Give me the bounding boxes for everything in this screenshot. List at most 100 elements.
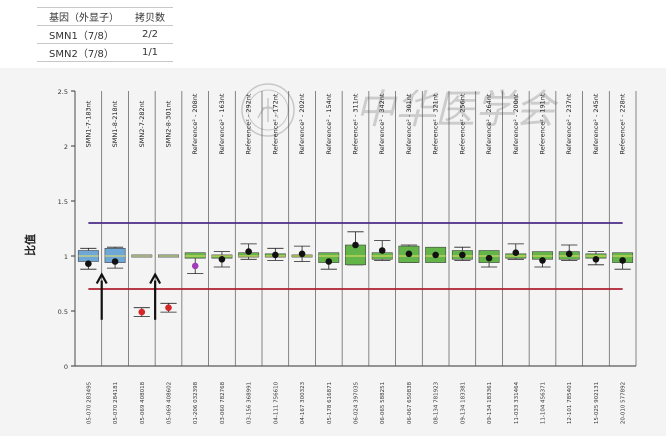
x-tick-label: 12-101 785401 [567,382,573,424]
probe-column: Reference² - 264nt 09-134 183361 [478,93,500,424]
table-row: SMN1（7/8） 2/2 [37,25,173,44]
data-point [592,256,600,263]
annotation-arrows [95,272,162,320]
probe-column: Reference² - 228nt 20-010 577892 [612,93,634,424]
x-tick-label: 08-134 781923 [434,381,440,424]
probe-label: Reference² - 311nt [352,93,360,154]
data-point [512,249,520,256]
probe-column: Reference² - 208nt 01-206 032398 [184,93,206,424]
probe-column: Reference² - 191nt 11-104 456371 [532,93,553,424]
probe-label: Reference² - 321nt [432,93,440,154]
probe-column: Reference² - 237nt 12-101 785401 [558,93,580,424]
y-axis-label: 比值 [23,234,37,256]
x-tick-label: 11-104 456371 [541,382,547,424]
probe-series: SMN1-7-183nt 05-070 283495 SMN1-8-218nt 05-… [77,93,634,424]
probe-label: Reference² - 208nt [191,93,199,154]
y-tick-label: 0 [64,363,68,371]
seal-inner-ring [247,89,289,131]
y-tick-label: 2 [64,143,68,151]
probe-label: Reference² - 228nt [619,93,627,154]
x-tick-label: 01-206 032398 [193,381,199,424]
data-point [165,304,172,311]
table-cell-gene: SMN1（7/8） [37,25,127,44]
x-tick-label: 06-065 588251 [380,382,386,424]
table-cell-gene: SMN2（7/8） [37,43,127,62]
probe-label: Reference² - 191nt [539,93,547,154]
y-tick-label: 0.5 [58,308,68,316]
probe-label: Reference² - 245nt [592,93,600,154]
x-tick-label: 06-067 650838 [407,381,413,424]
probe-column: Reference² - 342nt 06-065 588251 [371,93,393,424]
watermark-text: 中华医学会 [355,87,559,133]
probe-label: Reference² - 237nt [565,93,573,154]
data-point [138,308,146,316]
seal-outer-ring [241,83,295,137]
probe-column: Reference² - 200nt 11-033 331464 [505,93,527,424]
x-tick-label: 20-010 577892 [621,382,627,424]
probe-column: Reference² - 163nt 03-060 782768 [211,93,233,424]
data-point [432,251,439,259]
data-point [298,250,306,258]
probe-column: Reference² - 172nt 04-111 756610 [264,93,286,424]
probe-label: Reference² - 301nt [405,93,413,154]
x-tick-label: 06-024 397035 [354,381,360,424]
watermark-seal: 中华医学会 [241,83,559,137]
data-point [485,254,493,262]
x-tick-label: 04-111 756610 [273,381,279,424]
probe-label: SMN1-8-218nt [111,100,119,147]
table-cell-copy-number: 2/2 [127,25,173,44]
box [184,252,206,259]
data-point [191,262,199,270]
probe-column: Reference² - 301nt 06-067 650838 [398,93,420,424]
data-point [539,257,546,264]
probe-column: Reference² - 202nt 04-167 300323 [291,93,313,424]
probe-label: Reference² - 264nt [485,93,493,154]
probe-column: Reference² - 154nt 05-178 616871 [318,93,340,424]
probe-label: SMN1-7-183nt [84,100,92,147]
ratio-boxplot-chart: 中华医学会 0 0.5 1 1.5 2 2.5 比值 SMN1-7-183nt 05-070 … [23,83,637,424]
probe-label: Reference² - 154nt [325,93,333,154]
probe-column: SMN2-8-301nt 05-069 408602 [158,100,179,424]
y-tick-label: 1 [64,253,68,261]
data-point [405,250,413,258]
x-tick-label: 05-069 408018 [140,381,146,424]
data-point [459,251,466,259]
x-tick-label: 05-178 616871 [327,382,333,424]
y-tick-label: 1.5 [58,198,68,206]
data-point [565,250,573,258]
probe-column: SMN1-8-218nt 05-070 284181 [104,100,126,424]
probe-column: Reference² - 321nt 08-134 781923 [425,93,447,424]
probe-column: SMN2-7-282nt 05-069 408018 [131,100,153,424]
table-cell-copy-number: 1/1 [127,43,173,62]
copy-number-table: 基因（外显子） 拷贝数 SMN1（7/8） 2/2 SMN2（7/8） 1/1 [37,7,173,62]
probe-label: SMN2-8-301nt [165,100,173,147]
arrow-head-icon [95,272,108,285]
x-tick-label: 05-069 408602 [167,382,173,424]
probe-column: Reference² - 311nt 06-024 397035 [345,93,366,424]
probe-column: Reference² - 245nt 15-025 902131 [585,93,607,424]
data-point [218,256,226,263]
data-point [619,257,626,264]
data-point [245,248,252,255]
data-point [325,258,333,265]
x-tick-label: 05-070 284181 [113,382,119,424]
table-row: SMN2（7/8） 1/1 [37,43,173,62]
probe-label: Reference² - 292nt [245,93,253,154]
probe-label: Reference² - 200nt [512,93,520,154]
x-tick-label: 03-156 368991 [247,382,253,424]
gene-exon-header: 基因（外显子） [37,7,127,26]
table-header-row: 基因（外显子） 拷贝数 [37,7,173,26]
probe-column: SMN1-7-183nt 05-070 283495 [77,100,99,424]
data-point [111,258,119,265]
seal-emblem [257,98,279,122]
probe-label: Reference² - 163nt [218,93,226,154]
x-tick-label: 15-025 902131 [594,382,600,424]
x-tick-label: 09-134 183361 [487,382,493,424]
probe-label: Reference² - 202nt [298,93,306,154]
probe-column: Reference² - 292nt 03-156 368991 [238,93,260,424]
probe-label: Reference² - 172nt [271,93,279,154]
x-tick-label: 09-134 183381 [460,382,466,424]
probe-label: Reference² - 256nt [458,93,466,154]
y-tick-label: 2.5 [58,88,68,96]
x-tick-label: 03-060 782768 [220,381,226,424]
